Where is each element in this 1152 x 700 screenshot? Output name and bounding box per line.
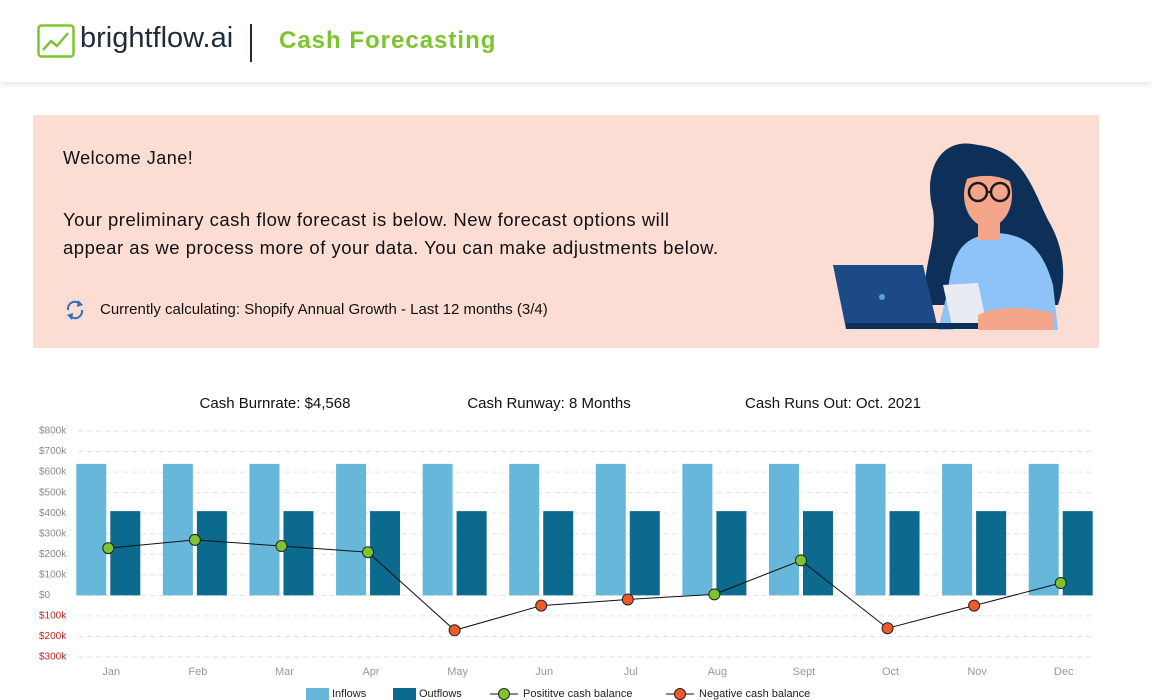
bar [1062, 511, 1093, 596]
bar [942, 463, 973, 596]
y-tick-label: $800k [39, 426, 67, 437]
balance-point [535, 599, 548, 612]
bar [509, 463, 540, 596]
status-text: Currently calculating: Shopify Annual Gr… [100, 301, 548, 318]
x-tick-label: May [447, 666, 468, 678]
bar [249, 463, 280, 596]
stat: Cash Runway: 8 Months [467, 395, 630, 412]
message: Your preliminary cash flow forecast is b… [63, 206, 719, 262]
bar [543, 511, 574, 596]
legend-swatch [393, 688, 416, 700]
message-line: Your preliminary cash flow forecast is b… [63, 209, 670, 230]
message-line: appear as we process more of your data. … [63, 237, 719, 258]
page-title: Cash Forecasting [279, 27, 497, 54]
stat: Cash Burnrate: $4,568 [200, 395, 351, 412]
balance-line [108, 539, 1061, 631]
balance-point [968, 599, 981, 612]
bar [629, 511, 660, 596]
x-tick-label: Oct [882, 666, 899, 678]
balance-point [881, 622, 894, 635]
x-tick-label: Apr [362, 666, 379, 678]
bar [76, 463, 107, 596]
legend-marker [498, 688, 510, 700]
bar [595, 463, 626, 596]
x-tick-label: Mar [275, 666, 294, 678]
logo-icon [37, 24, 75, 58]
x-tick-label: Aug [708, 666, 728, 678]
y-tick-label: $100k [39, 611, 67, 622]
x-tick-label: Nov [967, 666, 987, 678]
bar [716, 511, 747, 596]
balance-point [275, 540, 288, 553]
y-tick-label: $200k [39, 631, 67, 642]
logo-text[interactable]: brightflow.ai [80, 22, 234, 54]
legend-label: Inflows [332, 688, 367, 700]
bar [768, 463, 799, 596]
bar [283, 511, 314, 596]
balance-point [448, 624, 461, 637]
balance-point [621, 593, 634, 606]
legend-label: Negative cash balance [699, 688, 810, 700]
y-tick-label: $0 [39, 590, 51, 601]
y-tick-label: $400k [39, 508, 67, 519]
legend-marker [674, 688, 686, 700]
y-tick-label: $600k [39, 467, 67, 478]
legend-label: Outflows [419, 688, 462, 700]
y-tick-label: $100k [39, 569, 67, 580]
bar [370, 511, 401, 596]
bar [196, 511, 227, 596]
stat: Cash Runs Out: Oct. 2021 [745, 395, 921, 412]
bar [456, 511, 487, 596]
refresh-icon [66, 300, 84, 320]
welcome-banner: Welcome Jane! Your preliminary cash flow… [33, 115, 1099, 348]
balance-point [1054, 577, 1067, 590]
illustration [833, 143, 1064, 330]
header: brightflow.ai Cash Forecasting [0, 0, 1152, 82]
balance-point [708, 588, 721, 601]
bar [162, 463, 193, 596]
balance-point [794, 554, 807, 567]
x-tick-label: Dec [1054, 666, 1074, 678]
bar [1028, 463, 1059, 596]
bar [336, 463, 367, 596]
bar [110, 511, 141, 596]
y-tick-label: $500k [39, 487, 67, 498]
divider [250, 24, 252, 62]
bar [976, 511, 1007, 596]
x-tick-label: Feb [188, 666, 207, 678]
greeting: Welcome Jane! [63, 148, 194, 168]
legend-swatch [306, 688, 329, 700]
balance-point [102, 542, 115, 555]
y-tick-label: $300k [39, 652, 67, 663]
legend-label: Posititve cash balance [523, 688, 632, 700]
x-tick-label: Sept [793, 666, 816, 678]
bar [682, 463, 713, 596]
bar [802, 511, 833, 596]
x-tick-label: Jan [102, 666, 120, 678]
y-tick-label: $300k [39, 528, 67, 539]
bar [422, 463, 453, 596]
y-tick-label: $200k [39, 549, 67, 560]
y-tick-label: $700k [39, 446, 67, 457]
balance-point [188, 533, 201, 546]
x-tick-label: Jul [624, 666, 638, 678]
balance-point [362, 546, 375, 559]
x-tick-label: Jun [535, 666, 553, 678]
bar [889, 511, 920, 596]
bar [855, 463, 886, 596]
